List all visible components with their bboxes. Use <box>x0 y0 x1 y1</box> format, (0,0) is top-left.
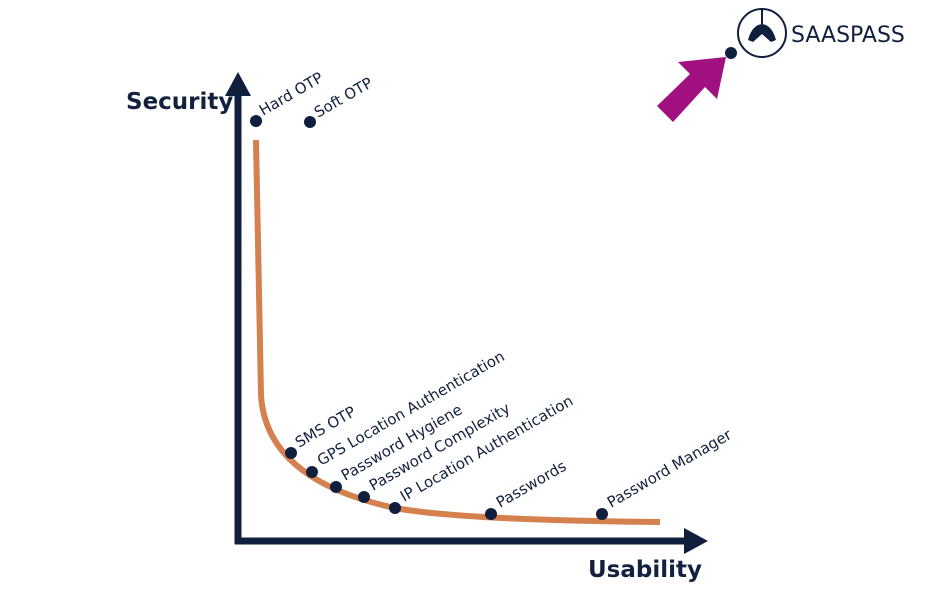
y-axis-arrow <box>225 72 251 96</box>
point-label: Password Manager <box>604 425 735 511</box>
y-axis-label: Security <box>126 89 233 115</box>
logo: SAASPASS <box>737 8 905 58</box>
x-axis-label: Usability <box>588 557 702 583</box>
point-dot <box>389 502 401 514</box>
point-dot <box>285 447 297 459</box>
point-dot <box>330 481 342 493</box>
point-dot <box>250 115 262 127</box>
logo-text: SAASPASS <box>791 23 905 48</box>
points: Hard OTP Soft OTP SMS OTP GPS Location A… <box>250 69 735 520</box>
point-dot <box>304 116 316 128</box>
x-axis-arrow <box>684 528 708 554</box>
logo-icon <box>748 24 776 42</box>
point-dot <box>596 508 608 520</box>
point-dot <box>358 491 370 503</box>
highlight-arrow <box>657 57 726 122</box>
point-label: Passwords <box>493 457 570 512</box>
point-dot <box>485 508 497 520</box>
point-dot <box>725 47 737 59</box>
point-dot <box>306 466 318 478</box>
